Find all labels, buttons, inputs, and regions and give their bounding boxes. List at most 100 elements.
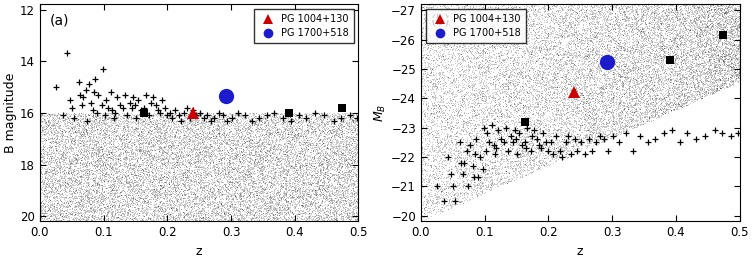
Point	[180, 140, 192, 145]
Point	[343, 190, 355, 195]
Point	[422, 206, 434, 210]
Point	[730, 55, 742, 59]
Point	[733, 22, 745, 26]
Point	[288, 165, 300, 169]
Point	[550, 106, 562, 110]
Point	[590, 17, 602, 21]
Point	[331, 148, 343, 152]
Point	[602, 67, 614, 71]
Point	[270, 123, 282, 127]
Point	[213, 113, 225, 117]
Point	[65, 160, 77, 164]
Point	[611, 13, 623, 17]
Point	[446, 124, 458, 128]
Point	[591, 135, 603, 139]
Point	[330, 218, 342, 222]
Point	[338, 160, 350, 165]
Point	[322, 115, 334, 119]
Point	[532, 125, 544, 130]
Point	[645, 94, 657, 98]
Point	[544, 152, 556, 156]
Point	[202, 134, 214, 138]
Point	[267, 207, 279, 211]
Point	[653, 53, 665, 57]
Point	[50, 137, 62, 141]
Point	[310, 142, 322, 146]
Point	[654, 107, 666, 111]
Point	[445, 112, 457, 117]
Point	[108, 129, 120, 133]
Point	[505, 166, 517, 170]
Point	[255, 132, 267, 136]
Point	[429, 187, 441, 191]
Point	[730, 76, 742, 80]
Point	[185, 200, 197, 204]
Point	[535, 7, 547, 11]
Point	[466, 85, 478, 89]
Point	[260, 145, 272, 149]
Point	[653, 39, 665, 43]
Point	[517, 19, 529, 23]
Point	[432, 194, 444, 198]
Point	[319, 166, 331, 170]
Point	[722, 17, 734, 21]
Point	[587, 47, 599, 51]
Point	[258, 124, 270, 128]
Point	[305, 148, 317, 152]
Point	[71, 145, 83, 149]
Point	[451, 159, 463, 163]
Point	[352, 129, 364, 133]
Point	[45, 219, 57, 223]
Point	[35, 149, 47, 153]
Point	[330, 130, 342, 134]
Point	[487, 29, 499, 33]
Point	[584, 92, 596, 97]
Point	[41, 123, 53, 127]
Point	[41, 214, 53, 218]
Point	[638, 68, 650, 73]
Point	[286, 184, 298, 188]
Point	[285, 149, 297, 153]
Point	[514, 175, 526, 179]
Point	[602, 124, 614, 129]
Point	[239, 176, 252, 181]
Point	[428, 62, 440, 66]
Point	[68, 167, 80, 171]
Point	[416, 189, 428, 194]
Point	[63, 113, 75, 117]
Point	[707, 19, 719, 23]
Point	[209, 173, 221, 177]
Point	[599, 130, 611, 134]
Point	[231, 196, 243, 201]
Point	[160, 127, 172, 131]
Point	[541, 33, 553, 37]
Point	[96, 118, 108, 122]
Point	[304, 195, 316, 200]
Point	[709, 80, 721, 84]
Point	[70, 218, 82, 222]
Point	[69, 205, 81, 209]
Point	[630, 43, 642, 47]
Point	[84, 192, 96, 196]
Point	[453, 131, 465, 135]
Point	[553, 7, 566, 12]
Point	[575, 88, 587, 92]
Point	[717, 27, 729, 31]
Point	[150, 124, 162, 129]
Point	[603, 6, 615, 10]
Point	[692, 65, 704, 69]
Point	[464, 41, 476, 45]
Point	[259, 156, 271, 160]
Point	[345, 114, 357, 118]
Point	[223, 137, 235, 141]
Point	[522, 59, 534, 63]
Point	[682, 45, 694, 49]
Point	[477, 63, 489, 67]
Point	[208, 128, 220, 132]
Point	[304, 168, 316, 172]
Point	[591, 94, 603, 98]
Point	[92, 215, 104, 220]
Point	[627, 16, 639, 20]
Point	[333, 189, 345, 193]
Point	[442, 183, 454, 188]
